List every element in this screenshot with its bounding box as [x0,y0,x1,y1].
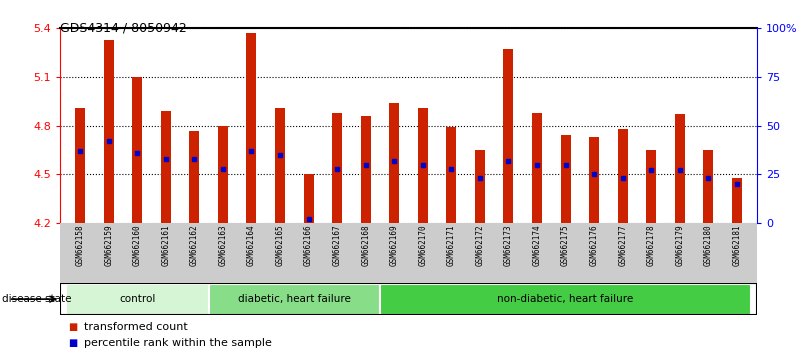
Text: GSM662168: GSM662168 [361,224,370,266]
Text: GSM662181: GSM662181 [732,224,742,266]
Text: ■: ■ [68,338,78,348]
Text: GDS4314 / 8050942: GDS4314 / 8050942 [60,21,187,34]
Bar [161,111,171,223]
Bar [389,103,399,223]
Bar [418,108,428,223]
Text: non-diabetic, heart failure: non-diabetic, heart failure [497,294,634,304]
Bar [618,129,628,223]
Bar [732,178,742,223]
Bar [332,113,342,223]
Text: GSM662164: GSM662164 [247,224,256,266]
Bar [103,40,114,223]
Text: GSM662176: GSM662176 [590,224,598,266]
Bar [590,137,599,223]
Bar [360,116,371,223]
Bar [75,108,85,223]
Bar [275,108,285,223]
Bar [304,175,313,223]
Text: control: control [119,294,155,304]
Text: transformed count: transformed count [84,322,188,332]
Bar [475,150,485,223]
Text: GSM662177: GSM662177 [618,224,627,266]
Text: GSM662169: GSM662169 [390,224,399,266]
Bar [646,150,656,223]
Bar [532,113,542,223]
Text: GSM662165: GSM662165 [276,224,284,266]
Text: GSM662163: GSM662163 [219,224,227,266]
Text: GSM662166: GSM662166 [304,224,313,266]
Text: GSM662174: GSM662174 [533,224,541,266]
Bar [380,284,751,315]
Bar [561,135,570,223]
Text: GSM662167: GSM662167 [332,224,341,266]
Bar [218,126,227,223]
Text: GSM662180: GSM662180 [704,224,713,266]
Bar [504,50,513,223]
Bar [208,284,380,315]
Text: GSM662170: GSM662170 [418,224,427,266]
Bar [66,284,208,315]
Bar [703,150,714,223]
Text: diabetic, heart failure: diabetic, heart failure [238,294,351,304]
Bar [189,131,199,223]
Text: disease state: disease state [2,294,71,304]
Bar [132,77,143,223]
Text: GSM662172: GSM662172 [476,224,485,266]
Text: GSM662158: GSM662158 [75,224,85,266]
Text: GSM662179: GSM662179 [675,224,684,266]
Text: GSM662160: GSM662160 [133,224,142,266]
Text: GSM662171: GSM662171 [447,224,456,266]
Bar [446,127,457,223]
Text: GSM662161: GSM662161 [161,224,171,266]
Text: GSM662159: GSM662159 [104,224,113,266]
Text: ■: ■ [68,322,78,332]
Bar [674,114,685,223]
Text: percentile rank within the sample: percentile rank within the sample [84,338,272,348]
Text: GSM662162: GSM662162 [190,224,199,266]
Text: GSM662173: GSM662173 [504,224,513,266]
Text: GSM662175: GSM662175 [561,224,570,266]
Bar [247,33,256,223]
Text: GSM662178: GSM662178 [646,224,656,266]
